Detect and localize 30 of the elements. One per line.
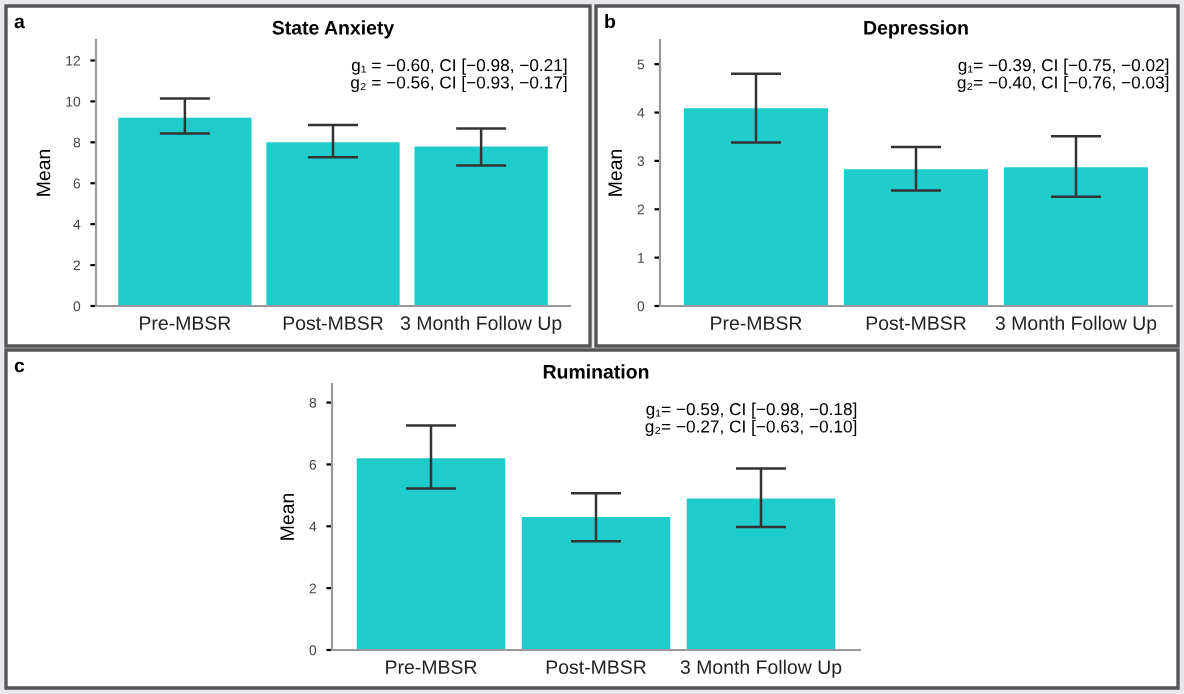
bar (1004, 167, 1148, 306)
x-tick-label: 3 Month Follow Up (400, 315, 562, 334)
text: a (14, 17, 25, 29)
bar (844, 169, 988, 306)
y-axis-title: Mean (280, 493, 295, 540)
bar (414, 146, 548, 306)
x-tick-label: Post-MBSR (866, 316, 966, 330)
x-tick-label: 3 Month Follow Up (680, 659, 842, 678)
x-tick-label: Post-MBSR (546, 660, 646, 674)
chart-title: Depression (864, 20, 968, 39)
x-tick-label: Pre-MBSR (386, 660, 477, 674)
bar (356, 458, 506, 650)
x-tick-label: Pre-MBSR (711, 316, 802, 330)
text: b (605, 14, 616, 29)
x-tick-label: Pre-MBSR (140, 316, 231, 330)
bar (118, 117, 252, 306)
y-axis-title: Mean (36, 149, 51, 196)
bar (684, 108, 828, 306)
y-axis-title: Mean (608, 149, 623, 196)
bar (686, 498, 836, 650)
x-tick-label: Post-MBSR (283, 316, 383, 330)
x-tick-label: 3 Month Follow Up (995, 315, 1157, 334)
text: c (14, 361, 25, 373)
annotation: g₁ = −0.60, CI [−0.98, −0.21] g₂ = −0.56, CI [−0.93, −0.17] (351, 58, 567, 92)
chart-title: State Anxiety (272, 20, 395, 39)
chart-title: Rumination (543, 364, 649, 379)
bar (266, 142, 400, 306)
bar (521, 517, 671, 650)
annotation: g₁= −0.59, CI [−0.98, −0.18] g₂= −0.27, CI [−0.63, −0.10] (645, 402, 857, 436)
annotation: g₁= −0.39, CI [−0.75, −0.02] g₂= −0.40, CI [−0.76, −0.03] (957, 58, 1169, 92)
